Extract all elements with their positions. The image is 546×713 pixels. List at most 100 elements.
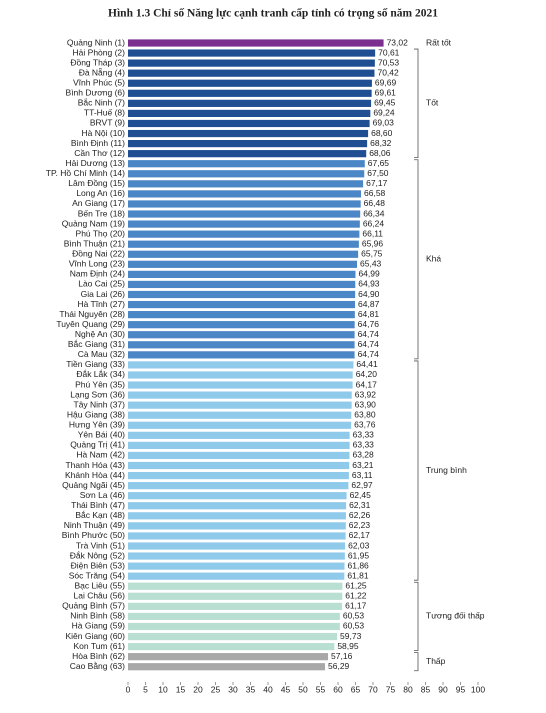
bar [128,341,355,349]
x-tick-label: 80 [403,684,413,694]
value-label: 64,74 [358,349,380,359]
value-label: 73,02 [387,37,409,47]
category-label: Bắc Kạn (48) [75,510,125,520]
bar [128,321,355,329]
category-label: Bình Thuận (21) [64,238,125,248]
category-label: Hà Nội (10) [82,128,126,138]
value-label: 63,33 [353,430,375,440]
value-label: 65,96 [362,238,384,248]
value-label: 59,73 [340,631,362,641]
bar [128,39,384,47]
bar [128,190,362,198]
value-label: 64,87 [358,299,380,309]
x-tick-label: 65 [351,684,361,694]
category-label: Thái Bình (47) [71,500,125,510]
category-label: Bình Định (11) [71,138,125,148]
category-label: Bạc Liêu (55) [74,580,125,590]
category-label: Quảng Trị (41) [70,440,125,450]
bar [128,200,361,208]
bar [128,643,335,651]
value-label: 63,28 [352,450,374,460]
category-label: Hải Dương (13) [66,158,126,168]
category-label: TP. Hồ Chí Minh (14) [46,168,125,178]
category-label: Nghệ An (30) [75,329,125,339]
group-label: Thấp [426,656,446,666]
category-label: Vĩnh Phúc (5) [73,77,125,87]
bar [128,129,369,138]
value-label: 65,43 [360,259,382,269]
value-label: 61,81 [347,570,369,580]
value-label: 70,61 [378,47,400,57]
value-label: 68,32 [370,138,392,148]
bar [128,582,343,590]
value-label: 58,95 [337,641,359,651]
category-label: Thanh Hóa (43) [65,460,125,470]
category-label: Hà Nam (42) [76,450,125,460]
x-tick-label: 30 [228,684,238,694]
bar [128,150,367,158]
value-label: 62,23 [349,520,371,530]
x-tick-label: 15 [176,684,186,694]
category-label: Gia Lai (26) [81,289,126,299]
bar [128,180,364,188]
category-label: Hà Tĩnh (27) [77,299,125,309]
bar [128,653,329,661]
bar [128,461,350,470]
value-label: 62,97 [351,480,373,490]
x-tick-label: 5 [143,684,148,694]
value-label: 63,80 [354,409,376,419]
x-tick-label: 100 [471,684,485,694]
x-tick-label: 55 [316,684,326,694]
bar [128,270,356,278]
x-tick-label: 50 [298,684,308,694]
value-label: 64,93 [358,279,380,289]
value-label: 61,25 [345,580,367,590]
category-label: Đắk Nông (52) [70,550,125,560]
category-label: Ninh Bình (58) [70,611,125,621]
bar [128,482,349,490]
value-label: 62,26 [349,510,371,520]
group-label: Khá [426,254,441,264]
x-tick-label: 70 [368,684,378,694]
bar [128,79,372,87]
value-label: 63,11 [352,470,373,480]
value-label: 60,53 [343,621,365,631]
bar [128,89,372,97]
group-label: Rất tốt [426,37,452,47]
value-label: 69,69 [375,77,397,87]
category-label: Bắc Giang (31) [68,339,125,349]
value-label: 62,31 [349,500,371,510]
value-label: 63,76 [354,420,376,430]
value-label: 66,48 [364,198,386,208]
x-tick-label: 45 [281,684,291,694]
bar [128,250,359,258]
bar [128,351,355,359]
bar [128,300,356,309]
bar [128,371,353,379]
category-label: Sóc Trăng (54) [69,570,125,580]
category-label: Điện Biên (53) [71,560,126,570]
group-bracket [414,159,419,360]
category-label: Sơn La (46) [80,490,125,500]
chart-title: Hình 1.3 Chỉ số Năng lực cạnh tranh cấp … [108,7,438,20]
category-label: Tiền Giang (33) [66,359,125,369]
bar [128,260,358,268]
category-label: Cao Bằng (63) [70,661,125,671]
x-tick-label: 40 [263,684,273,694]
group-bracket [414,48,419,159]
bar [128,331,355,339]
value-label: 67,17 [366,178,388,188]
bar [128,311,355,319]
bar [128,230,360,238]
bar [128,210,361,218]
bar [128,522,346,530]
category-label: BRVT (9) [90,118,125,128]
x-tick-label: 75 [386,684,396,694]
group-label: Tương đối thấp [426,611,485,621]
category-label: TT-Huế (8) [84,108,125,118]
category-label: Tuyên Quang (29) [56,319,125,329]
category-label: Kiên Giang (60) [65,631,125,641]
category-label: Cần Thơ (12) [74,148,125,158]
category-label: Đà Nẵng (4) [79,67,125,77]
x-tick-label: 25 [211,684,221,694]
